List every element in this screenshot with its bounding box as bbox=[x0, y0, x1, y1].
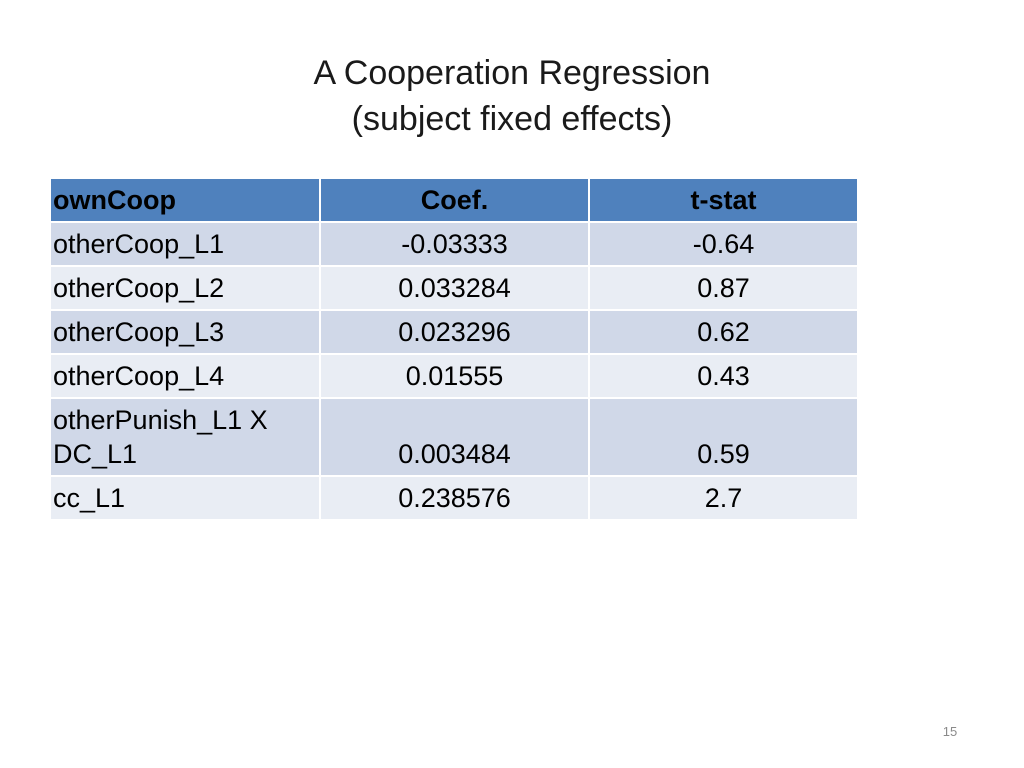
table-row: otherCoop_L3 0.023296 0.62 bbox=[51, 310, 857, 355]
row-tstat-cell: -0.64 bbox=[589, 222, 857, 267]
row-coef-cell: 0.01555 bbox=[320, 354, 590, 399]
row-variable-line-2: DC_L1 bbox=[53, 439, 138, 469]
table-header-row: ownCoop Coef. t-stat bbox=[51, 179, 857, 223]
table-row: cc_L1 0.238576 2.7 bbox=[51, 476, 857, 521]
row-variable-cell: otherPunish_L1 X DC_L1 bbox=[51, 398, 321, 477]
header-owncoop: ownCoop bbox=[51, 179, 321, 223]
page-number: 15 bbox=[942, 724, 958, 739]
regression-table-container: ownCoop Coef. t-stat otherCoop_L1 -0.033… bbox=[51, 179, 857, 521]
row-coef-cell: 0.238576 bbox=[320, 476, 590, 521]
row-tstat-cell: 0.62 bbox=[589, 310, 857, 355]
row-coef-cell: 0.023296 bbox=[320, 310, 590, 355]
slide-title-line-2: (subject fixed effects) bbox=[351, 100, 673, 138]
row-variable-cell: cc_L1 bbox=[51, 476, 321, 521]
row-variable-line-1: otherPunish_L1 X bbox=[53, 405, 268, 435]
row-variable-cell: otherCoop_L1 bbox=[51, 222, 321, 267]
row-tstat-cell: 0.43 bbox=[589, 354, 857, 399]
table-row: otherCoop_L2 0.033284 0.87 bbox=[51, 266, 857, 311]
row-variable-cell: otherCoop_L4 bbox=[51, 354, 321, 399]
row-tstat-cell: 2.7 bbox=[589, 476, 857, 521]
slide-title-line-1: A Cooperation Regression bbox=[313, 54, 711, 92]
table-row: otherPunish_L1 X DC_L1 0.003484 0.59 bbox=[51, 398, 857, 477]
header-coef: Coef. bbox=[320, 179, 590, 223]
regression-table: ownCoop Coef. t-stat otherCoop_L1 -0.033… bbox=[51, 179, 857, 521]
row-tstat-cell: 0.87 bbox=[589, 266, 857, 311]
table-row: otherCoop_L4 0.01555 0.43 bbox=[51, 354, 857, 399]
table-row: otherCoop_L1 -0.03333 -0.64 bbox=[51, 222, 857, 267]
row-coef-cell: 0.003484 bbox=[320, 398, 590, 477]
header-tstat: t-stat bbox=[589, 179, 857, 223]
row-variable-cell: otherCoop_L3 bbox=[51, 310, 321, 355]
slide-title: A Cooperation Regression (subject fixed … bbox=[0, 50, 1024, 142]
row-coef-cell: 0.033284 bbox=[320, 266, 590, 311]
row-variable-cell: otherCoop_L2 bbox=[51, 266, 321, 311]
row-coef-cell: -0.03333 bbox=[320, 222, 590, 267]
row-tstat-cell: 0.59 bbox=[589, 398, 857, 477]
